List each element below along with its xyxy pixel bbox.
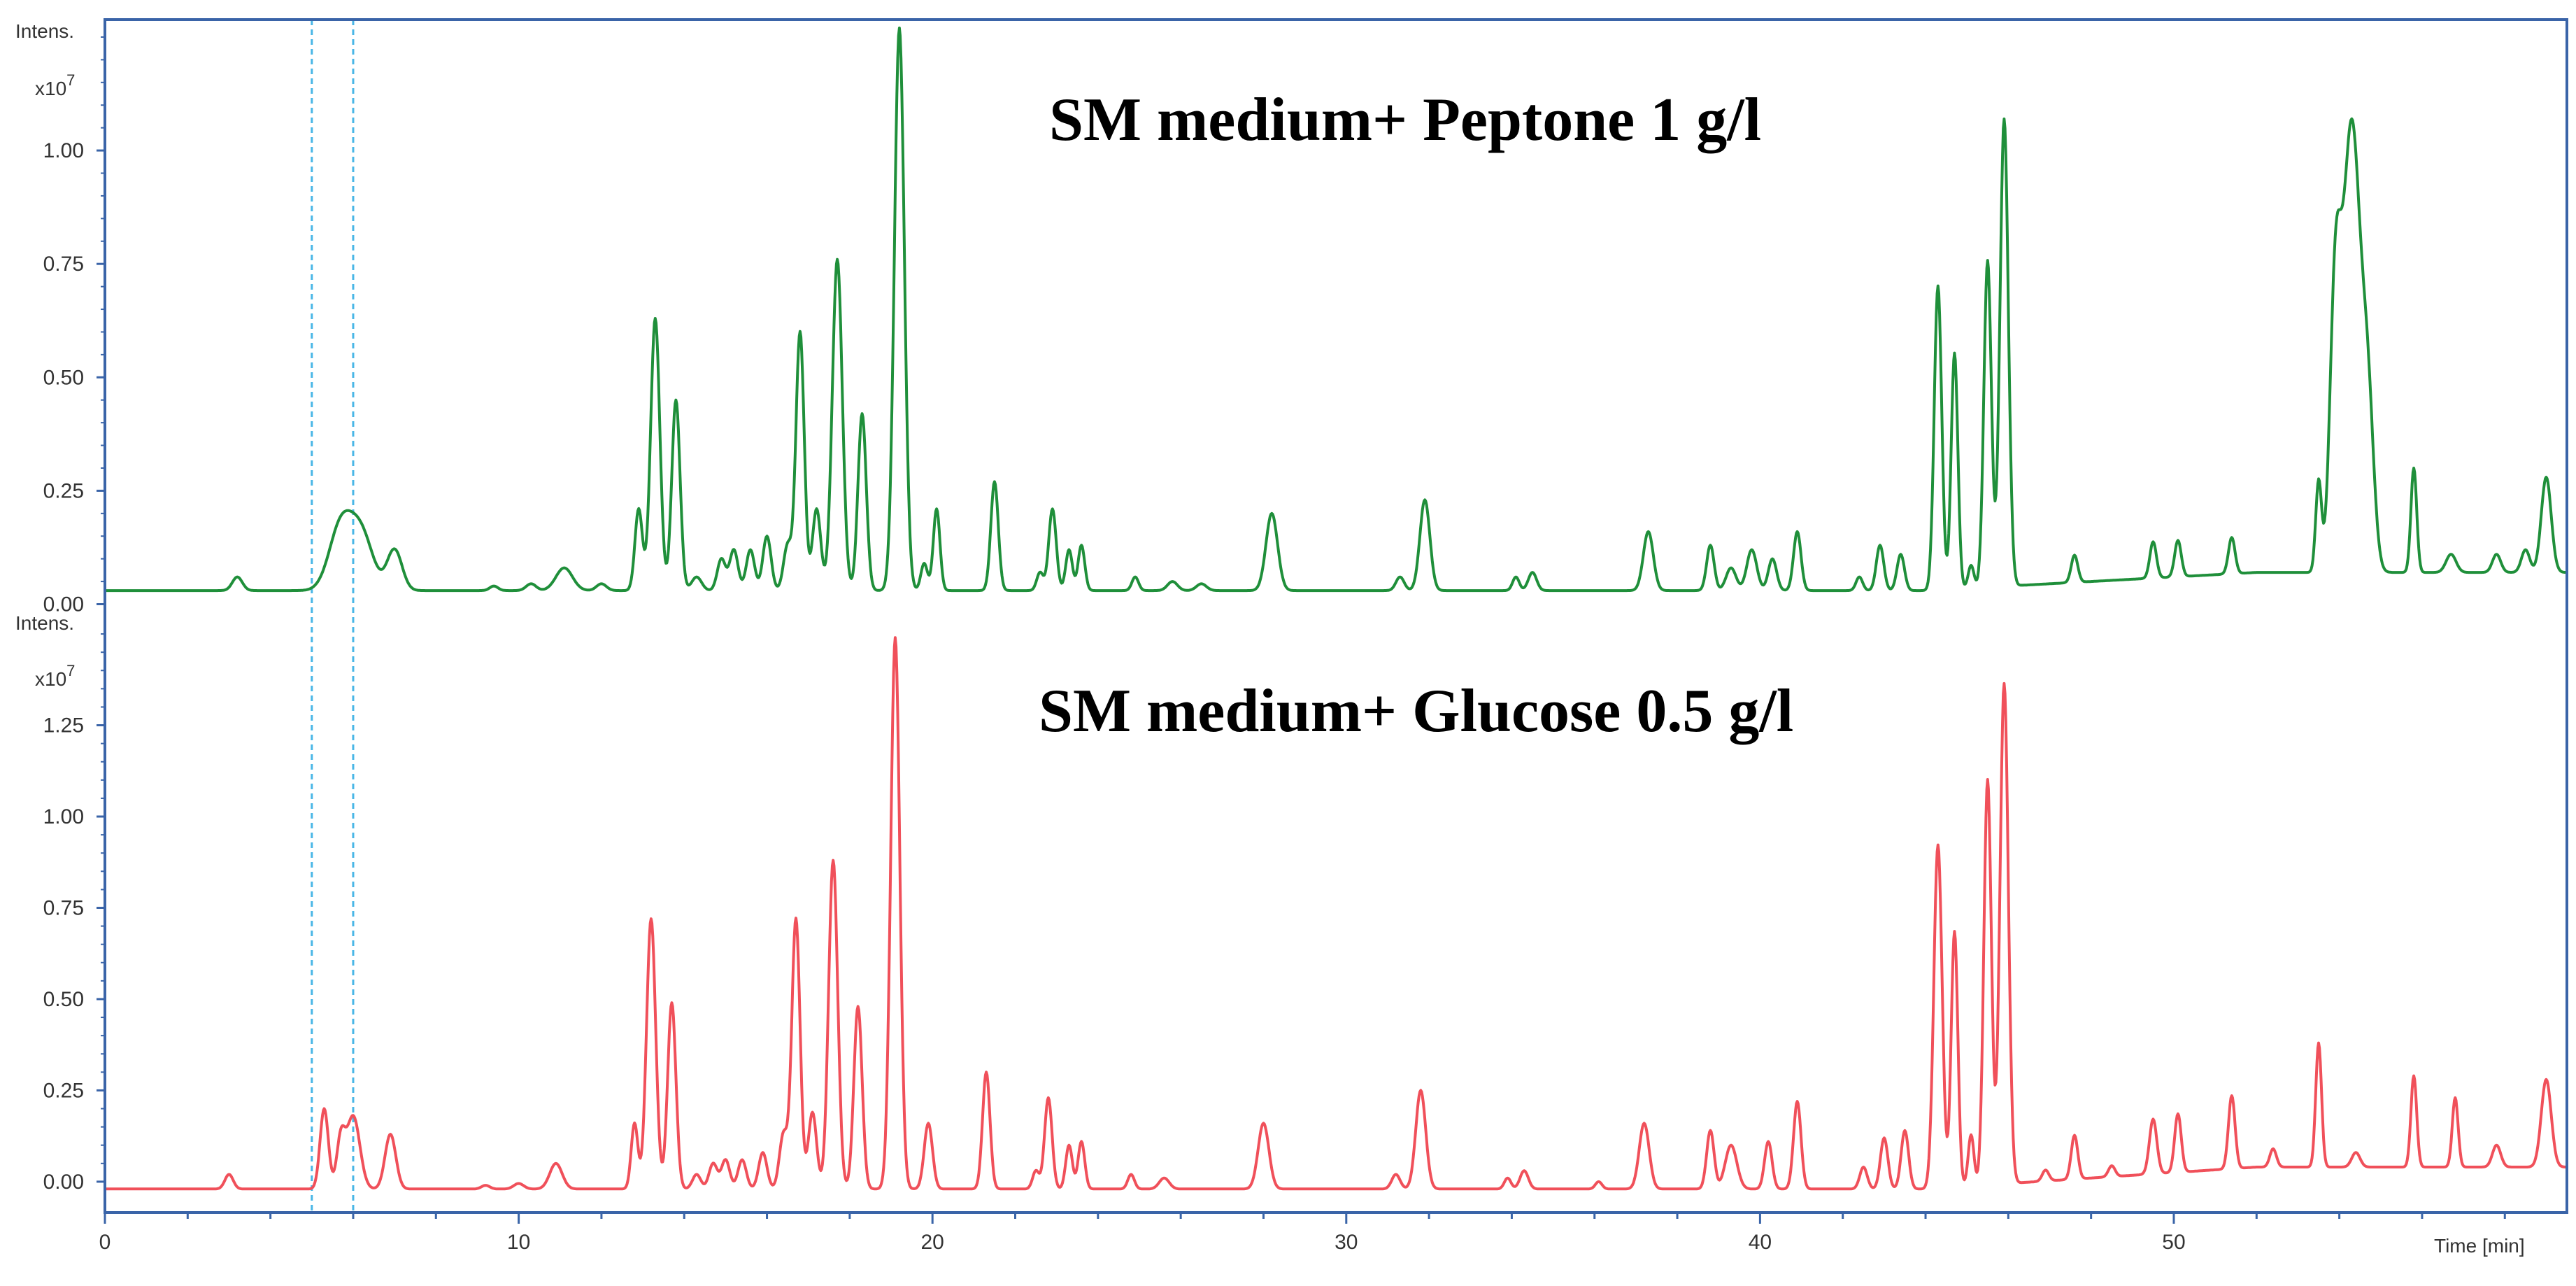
- y-tick-label: 1.25: [43, 714, 84, 737]
- y-tick-label: 0.00: [43, 1171, 84, 1194]
- x-tick-label: 40: [1749, 1231, 1772, 1254]
- x-axis-ticks: 0 10 20 30 40 50: [99, 1213, 2506, 1254]
- y-axis-label-top-unit: x107: [35, 71, 75, 99]
- y-tick-label: 0.25: [43, 479, 84, 502]
- series-line-glucose: [104, 636, 2568, 1191]
- y-axis-label-bottom-intens: Intens.: [15, 612, 74, 634]
- y-axis-ticks-bottom: 0.00 0.25 0.50 0.75 1.00 1.25: [43, 633, 105, 1194]
- y-tick-label: 1.00: [43, 139, 84, 162]
- y-tick-label: 0.75: [43, 897, 84, 920]
- y-tick-label: 0.25: [43, 1079, 84, 1102]
- marker-lines: [311, 20, 355, 1213]
- y-tick-label: 1.00: [43, 805, 84, 828]
- series-line-peptone: [104, 27, 2568, 593]
- series-layer: [104, 27, 2568, 1191]
- x-tick-label: 20: [921, 1231, 944, 1254]
- y-axis-label-top-intens: Intens.: [15, 20, 74, 42]
- y-axis-label-top-base: x10: [35, 78, 66, 99]
- x-tick-label: 30: [1335, 1231, 1358, 1254]
- y-tick-label: 0.50: [43, 988, 84, 1011]
- panel-title-glucose: SM medium+ Glucose 0.5 g/l: [1039, 677, 1793, 745]
- panel-title-peptone: SM medium+ Peptone 1 g/l: [1049, 86, 1761, 154]
- y-tick-label: 0.75: [43, 253, 84, 276]
- y-tick-label: 0.00: [43, 593, 84, 616]
- x-tick-label: 0: [99, 1231, 111, 1254]
- x-axis-label: Time [min]: [2434, 1235, 2525, 1257]
- y-axis-label-bottom-exponent: 7: [66, 662, 75, 679]
- y-axis-ticks-top: 0.00 0.25 0.50 0.75 1.00: [43, 36, 105, 616]
- plot-frame: [104, 18, 2568, 1214]
- y-axis-label-bottom-unit: x107: [35, 662, 75, 690]
- y-axis-label-bottom-base: x10: [35, 668, 66, 690]
- x-tick-label: 10: [507, 1231, 530, 1254]
- y-axis-label-top-exponent: 7: [66, 71, 75, 89]
- x-tick-label: 50: [2162, 1231, 2185, 1254]
- y-tick-label: 0.50: [43, 366, 84, 389]
